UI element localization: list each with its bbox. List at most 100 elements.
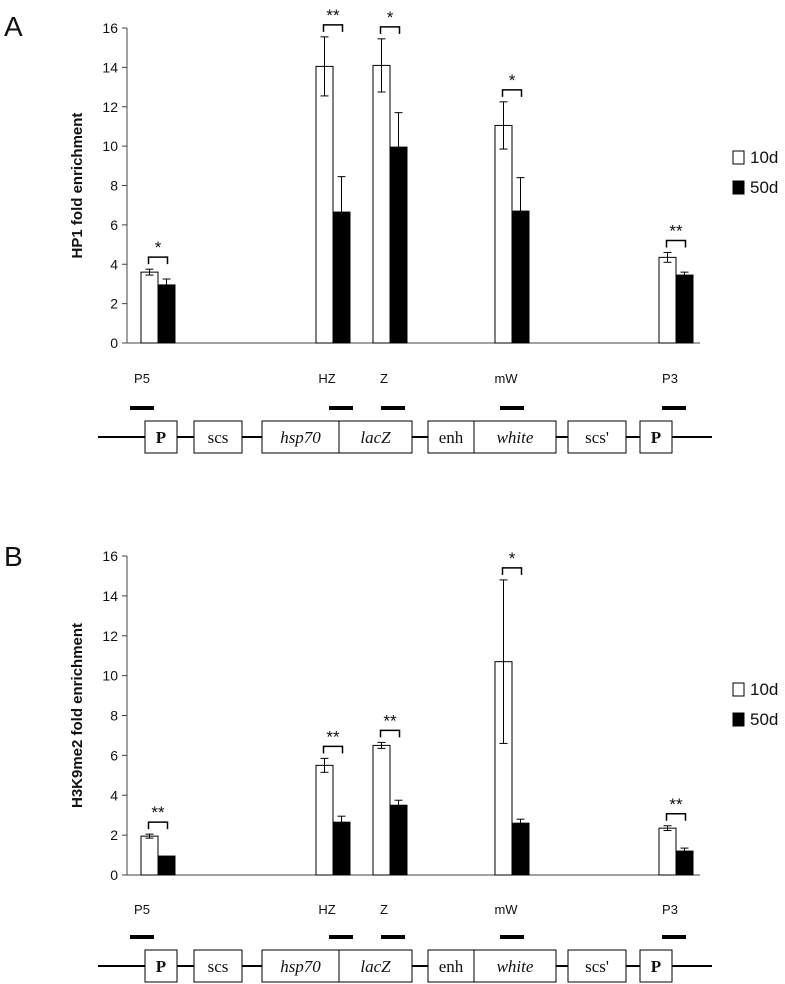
y-tick-label: 0: [110, 867, 118, 883]
y-tick-label: 2: [110, 827, 118, 843]
y-tick-label: 10: [102, 138, 118, 154]
bar-50d-P3: [675, 850, 694, 876]
construct-box: [639, 949, 673, 983]
probe-label: P5: [134, 371, 150, 386]
construct-box-label: enh: [439, 957, 464, 976]
bar-50d-P3: [675, 274, 694, 344]
construct-box-label: scs: [208, 957, 229, 976]
legend-swatch-10d: [732, 682, 745, 697]
y-tick-label: 6: [110, 747, 118, 763]
construct-box-label: P: [156, 428, 166, 447]
y-tick-label: 10: [102, 668, 118, 684]
bar-10d-P5: [140, 835, 159, 876]
legend-label-10d: 10d: [750, 680, 778, 699]
panel-letter: A: [4, 11, 23, 42]
construct-box-label: white: [497, 428, 534, 447]
probe-label: mW: [494, 902, 518, 917]
construct-box-label: scs: [208, 428, 229, 447]
y-axis-label: H3K9me2 fold enrichment: [69, 623, 86, 808]
construct-box-label: P: [651, 428, 661, 447]
y-tick-label: 14: [102, 59, 118, 75]
y-axis-label: HP1 fold enrichment: [69, 113, 86, 259]
bar-50d-HZ: [332, 821, 351, 876]
legend-swatch-50d: [732, 712, 745, 727]
bar-50d-P5: [157, 284, 176, 344]
construct-box-label: white: [497, 957, 534, 976]
significance-bracket: [322, 745, 344, 754]
construct-box: [567, 420, 627, 454]
construct-box: [567, 949, 627, 983]
construct-box-label: scs': [585, 957, 609, 976]
significance-bracket: [379, 26, 401, 34]
y-tick-label: 12: [102, 99, 118, 115]
construct-box-label: hsp70: [280, 428, 321, 447]
construct-box: [338, 949, 413, 983]
significance-label: *: [387, 8, 394, 27]
construct-box-label: P: [156, 957, 166, 976]
construct-box: [338, 420, 413, 454]
probe-label: mW: [494, 371, 518, 386]
y-tick-label: 6: [110, 217, 118, 233]
probe-label: Z: [380, 371, 388, 386]
y-tick-label: 12: [102, 628, 118, 644]
probe-label: P3: [662, 371, 678, 386]
legend-label-10d: 10d: [750, 148, 778, 167]
legend-label-50d: 50d: [750, 178, 778, 197]
bar-10d-P3: [658, 256, 677, 344]
probe-label: HZ: [318, 371, 335, 386]
construct-box-label: scs': [585, 428, 609, 447]
y-tick-label: 16: [102, 20, 118, 36]
significance-label: **: [383, 711, 397, 730]
bar-10d-mW: [494, 124, 513, 344]
y-tick-label: 16: [102, 548, 118, 564]
legend-label-50d: 50d: [750, 710, 778, 729]
bar-10d-HZ: [315, 764, 334, 876]
construct-box-label: P: [651, 957, 661, 976]
probe-label: P3: [662, 902, 678, 917]
significance-label: **: [151, 803, 165, 822]
y-tick-label: 4: [110, 787, 118, 803]
bar-50d-Z: [389, 804, 408, 876]
construct-box: [473, 949, 557, 983]
construct-box-label: lacZ: [360, 428, 391, 447]
significance-label: *: [509, 549, 516, 568]
construct-box: [261, 949, 340, 983]
significance-bracket: [322, 24, 344, 32]
construct-box-label: hsp70: [280, 957, 321, 976]
significance-label: **: [669, 795, 683, 814]
significance-bracket: [501, 89, 523, 97]
significance-label: **: [326, 6, 340, 25]
bar-10d-HZ: [315, 65, 334, 344]
y-tick-label: 0: [110, 335, 118, 351]
legend-swatch-50d: [732, 180, 745, 195]
construct-box: [639, 420, 673, 454]
bar-10d-Z: [372, 64, 391, 344]
construct-box: [193, 420, 243, 454]
probe-label: P5: [134, 902, 150, 917]
bar-10d-Z: [372, 744, 391, 876]
probe-label: HZ: [318, 902, 335, 917]
significance-bracket: [147, 256, 169, 265]
significance-label: **: [326, 727, 340, 746]
significance-label: **: [669, 221, 683, 240]
construct-box-label: enh: [439, 428, 464, 447]
significance-bracket: [379, 729, 401, 738]
construct-box: [144, 420, 178, 454]
bar-10d-P5: [140, 271, 159, 344]
y-tick-label: 2: [110, 296, 118, 312]
y-tick-label: 4: [110, 256, 118, 272]
significance-bracket: [147, 821, 169, 830]
significance-label: *: [509, 71, 516, 90]
construct-box: [193, 949, 243, 983]
y-tick-label: 14: [102, 588, 118, 604]
construct-box: [473, 420, 557, 454]
bar-50d-P5: [157, 855, 176, 876]
significance-label: *: [155, 238, 162, 257]
bar-10d-P3: [658, 827, 677, 876]
significance-bracket: [501, 567, 523, 575]
y-tick-label: 8: [110, 708, 118, 724]
legend-swatch-10d: [732, 150, 745, 165]
significance-bracket: [665, 239, 687, 248]
